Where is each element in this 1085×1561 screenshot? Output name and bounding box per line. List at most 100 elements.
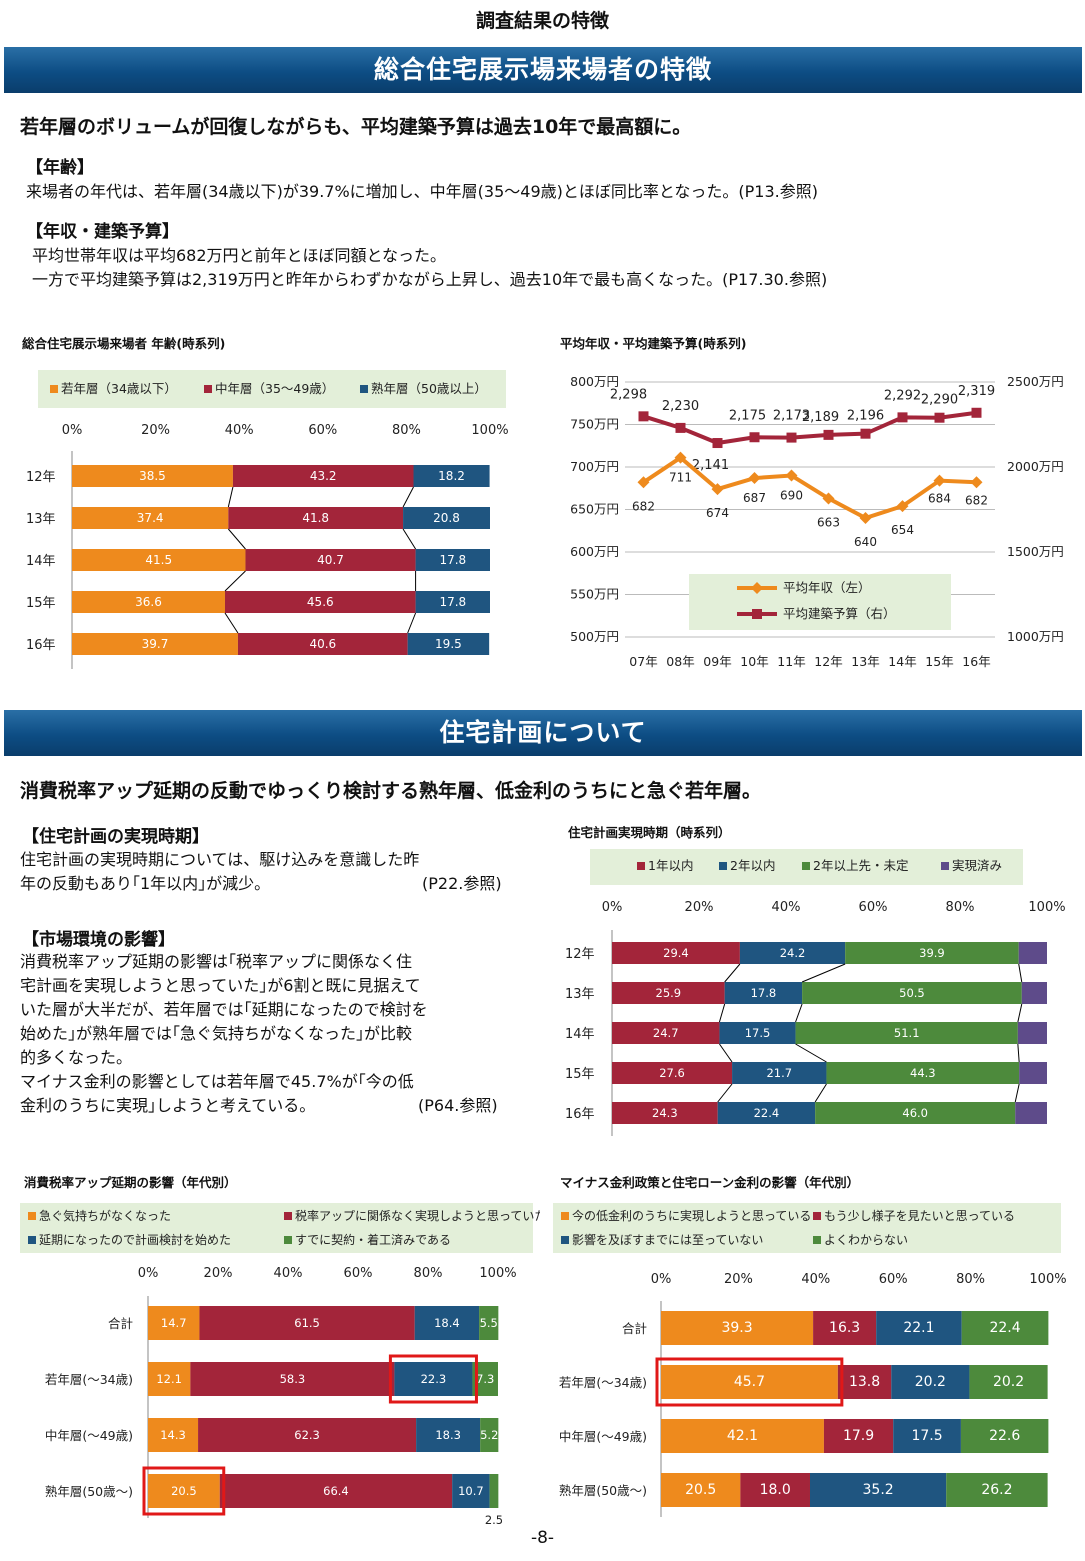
section-title-housing-plan: 住宅計画について [4, 710, 1082, 756]
bar-segment [72, 549, 246, 571]
x-tick-label: 0% [651, 1272, 672, 1287]
category-label: 13年 [26, 512, 56, 527]
bar-segment [190, 1362, 395, 1396]
data-label: 20.5 [685, 1482, 716, 1498]
bar-segment [1017, 1022, 1047, 1044]
legend-swatch [284, 1236, 292, 1244]
data-label: 22.4 [989, 1320, 1020, 1336]
bar-segment [1018, 942, 1047, 964]
data-label: 45.7 [734, 1374, 765, 1390]
data-label: 45.6 [307, 595, 334, 609]
data-label: 18.4 [434, 1316, 460, 1330]
data-label: 22.1 [903, 1320, 934, 1336]
legend-label: 延期になったので計画検討を始めた [39, 1232, 231, 1247]
series-line [724, 963, 741, 983]
highlight-box [142, 1466, 226, 1516]
budget-label: 2,175 [729, 408, 766, 423]
data-label: 5.5 [480, 1316, 498, 1330]
data-label: 17.9 [843, 1428, 874, 1444]
bar-segment [960, 1419, 1049, 1453]
legend-swatch [284, 1212, 292, 1220]
category-label: 13年 [565, 987, 595, 1002]
data-label: 17.8 [439, 595, 466, 609]
bar-segment [815, 1102, 1016, 1124]
data-label: 39.7 [142, 637, 169, 651]
data-label: 37.4 [137, 511, 164, 525]
bar-segment [612, 1102, 718, 1124]
category-label: 15年 [565, 1067, 595, 1082]
data-label: 20.2 [993, 1374, 1024, 1390]
budget-label: 2,230 [662, 399, 699, 414]
age-heading: 【年齢】 [26, 158, 94, 178]
legend-label: 影響を及ぼすまでには至っていない [572, 1232, 763, 1247]
category-label: 合計 [108, 1316, 133, 1331]
bar-segment [845, 942, 1019, 964]
category-label: 16年 [26, 638, 56, 653]
legend-marker-income [751, 582, 763, 594]
x-tick-label: 0% [602, 900, 623, 915]
bar-segment [969, 1365, 1048, 1399]
chart-age-composition: 若年層（34歳以下） 中年層（35～49歳） 熟年層（50歳以上） 0% 20% 40% 6… [26, 370, 509, 669]
market-line-5: 的多くなった。 [20, 1048, 133, 1067]
y-right-tick: 2500万円 [1007, 374, 1064, 389]
data-label: 38.5 [139, 469, 166, 483]
bar-segment [219, 1474, 453, 1508]
x-tick-label: 80% [414, 1266, 443, 1281]
income-marker [785, 469, 798, 482]
series-line [717, 1083, 733, 1103]
bar-segment [823, 1419, 894, 1453]
x-tick-label: 07年 [629, 654, 657, 669]
legend-label: 2年以内 [730, 858, 775, 873]
budget-label: 2,292 [884, 388, 921, 403]
x-tick-label: 40% [225, 423, 254, 438]
data-label: 41.8 [302, 511, 329, 525]
data-label: 51.1 [894, 1026, 920, 1040]
bar-segment [1015, 1102, 1047, 1124]
data-label: 25.9 [656, 986, 682, 1000]
age-text: 来場者の年代は、若年層(34歳以下)が39.7%に増加し、中年層(35～49歳)… [26, 182, 818, 201]
section1-lead: 若年層のボリュームが回復しながらも、平均建築予算は過去10年で最高額に。 [20, 116, 692, 138]
series-line [1018, 963, 1023, 983]
x-tick-label: 12年 [814, 654, 842, 669]
bar-segment [802, 982, 1022, 1004]
bar-segment [148, 1474, 220, 1508]
legend-label: よくわからない [824, 1233, 908, 1247]
x-tick-label: 40% [274, 1266, 303, 1281]
legend-swatch [28, 1236, 36, 1244]
x-tick-label: 80% [956, 1272, 985, 1287]
legend-swatch [360, 385, 368, 393]
data-label: 7.3 [476, 1372, 494, 1386]
bar-segment [661, 1419, 824, 1453]
y-left-tick: 600万円 [570, 544, 619, 559]
bar-segment [809, 1473, 947, 1507]
income-label: 711 [669, 471, 692, 485]
series-line [1014, 1083, 1020, 1103]
x-tick-label: 0% [62, 423, 83, 438]
x-tick-label: 11年 [777, 654, 805, 669]
y-left-tick: 700万円 [570, 459, 619, 474]
data-label: 17.8 [751, 986, 777, 1000]
bar-segment [415, 591, 490, 613]
x-tick-label: 80% [392, 423, 421, 438]
data-label: 40.7 [317, 553, 344, 567]
page-number: -8- [530, 1528, 555, 1548]
data-label: 42.1 [727, 1428, 758, 1444]
legend-box [38, 370, 506, 408]
series-line-budget [642, 410, 977, 446]
bar-segment [413, 465, 490, 487]
data-label: 18.2 [438, 469, 465, 483]
data-label: 10.7 [458, 1484, 484, 1498]
series-line [1017, 1003, 1023, 1023]
x-tick-label: 0% [138, 1266, 159, 1281]
data-label: 24.7 [653, 1026, 679, 1040]
bar-segment [795, 1022, 1018, 1044]
x-tick-label: 100% [479, 1266, 516, 1281]
market-line-1: 消費税率アップ延期の影響は｢税率アップに関係なく住 [20, 952, 413, 971]
category-label: 若年層(～34歳) [45, 1372, 133, 1387]
x-tick-label: 100% [1028, 900, 1065, 915]
category-label: 中年層(～49歳) [559, 1429, 647, 1444]
market-line-3: いた層が大半だが、若年層では｢延期になったので検討を [20, 1000, 428, 1019]
bar-segment [232, 465, 414, 487]
legend-label: 中年層（35～49歳） [215, 381, 334, 396]
data-label: 36.6 [135, 595, 162, 609]
